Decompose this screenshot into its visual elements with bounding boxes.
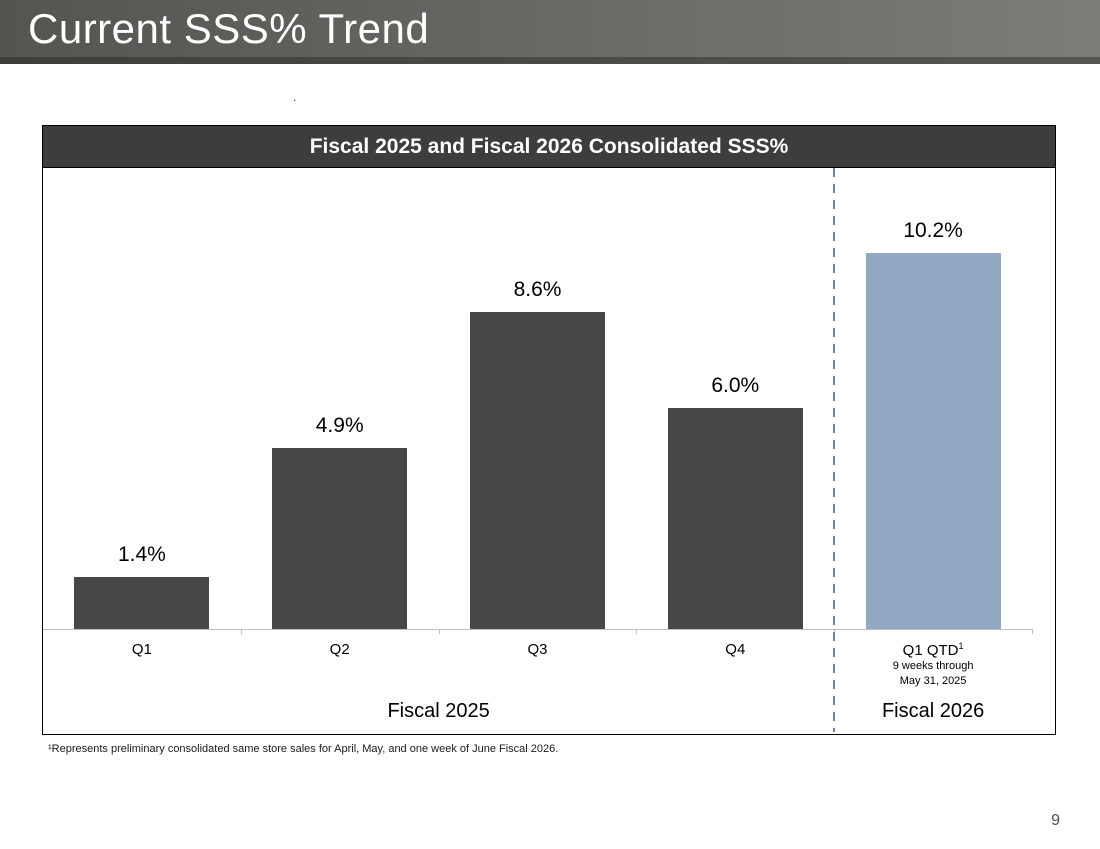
footnote: ¹Represents preliminary consolidated sam… xyxy=(48,743,559,755)
group-label: Fiscal 2025 xyxy=(387,700,490,722)
group-label: Fiscal 2026 xyxy=(881,700,985,722)
bar xyxy=(470,311,605,629)
bar xyxy=(667,407,803,629)
page-number: 9 xyxy=(1051,812,1060,829)
bar-value-label: 4.9% xyxy=(315,414,364,438)
bar-value-label: 6.0% xyxy=(711,373,760,397)
axis-tick xyxy=(240,629,242,634)
bar-value-label: 8.6% xyxy=(513,277,562,301)
bar xyxy=(865,252,1001,629)
category-sublabel: May 31, 2025 xyxy=(899,674,967,687)
bar-value-label: 1.4% xyxy=(117,543,166,567)
stray-period-mark: . xyxy=(293,90,297,104)
sss-chart: Fiscal 2025 and Fiscal 2026 Consolidated… xyxy=(42,125,1056,735)
slide-header: Current SSS% Trend xyxy=(0,0,1100,64)
axis-tick xyxy=(438,629,440,634)
bar xyxy=(74,577,210,629)
bar-value-label: 10.2% xyxy=(903,218,963,242)
plot-area: 1.4% Q1 4.9% Q2 8.6% Q3 6.0% Q4 10.2% Q1 QTD1 9 we… xyxy=(43,168,1055,732)
fiscal-divider-line xyxy=(833,168,836,732)
page-title: Current SSS% Trend xyxy=(28,5,430,52)
category-label: Q1 QTD1 9 weeks through May 31, 2025 xyxy=(843,641,1023,689)
category-label: Q4 xyxy=(725,641,746,658)
category-label: Q3 xyxy=(527,641,548,658)
bar xyxy=(272,448,408,629)
category-sublabel: 9 weeks through xyxy=(892,660,974,672)
axis-tick xyxy=(1032,629,1033,634)
chart-title: Fiscal 2025 and Fiscal 2026 Consolidated… xyxy=(43,126,1055,168)
category-label: Q2 xyxy=(329,641,350,658)
x-axis-line xyxy=(43,629,1032,630)
axis-tick xyxy=(636,629,638,634)
category-label: Q1 xyxy=(131,641,152,658)
